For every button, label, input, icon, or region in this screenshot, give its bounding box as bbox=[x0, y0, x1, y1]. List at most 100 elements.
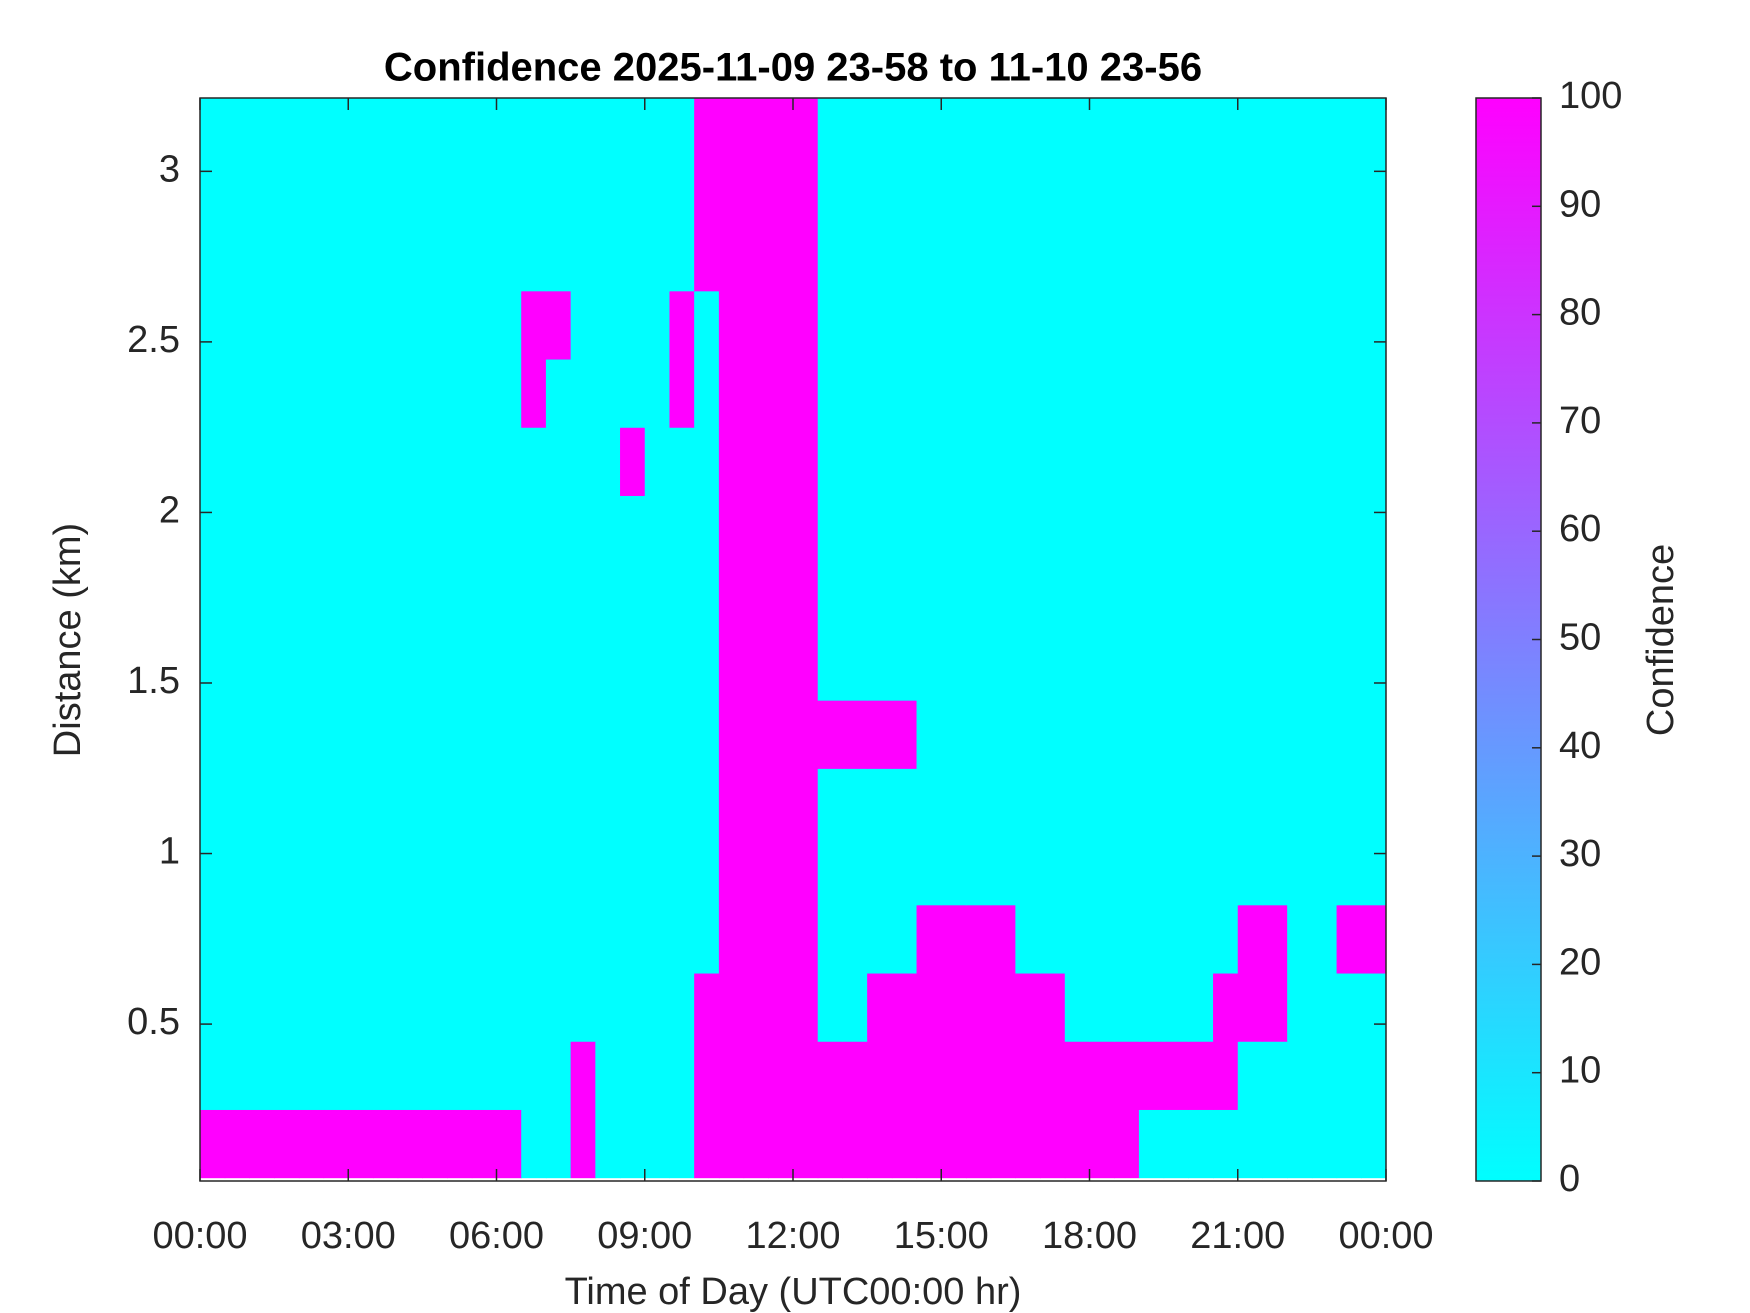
heatmap-cell bbox=[570, 1041, 596, 1110]
heatmap-cell bbox=[1138, 563, 1165, 633]
heatmap-cell bbox=[965, 836, 992, 906]
heatmap-cell bbox=[620, 358, 646, 428]
heatmap-cell bbox=[200, 904, 226, 974]
heatmap-cell bbox=[990, 98, 1016, 155]
heatmap-cell bbox=[1336, 98, 1362, 155]
heatmap-cell bbox=[224, 290, 251, 360]
heatmap-cell bbox=[817, 631, 844, 701]
heatmap-cell bbox=[1188, 768, 1214, 838]
heatmap-cell bbox=[224, 1041, 251, 1110]
heatmap-cell bbox=[620, 972, 646, 1042]
heatmap-cell bbox=[422, 631, 448, 701]
heatmap-cell bbox=[447, 358, 473, 428]
heatmap-cell bbox=[669, 222, 695, 292]
heatmap-cell bbox=[1188, 358, 1214, 428]
heatmap-cell bbox=[1287, 563, 1313, 633]
heatmap-cell bbox=[298, 768, 325, 838]
heatmap-cell bbox=[941, 154, 967, 224]
heatmap-cell bbox=[570, 700, 596, 769]
heatmap-cell bbox=[941, 222, 967, 292]
heatmap-cell bbox=[545, 631, 572, 701]
heatmap-cell bbox=[274, 222, 300, 292]
heatmap-cell bbox=[1262, 631, 1288, 701]
heatmap-cell bbox=[867, 98, 893, 155]
heatmap-cell bbox=[1213, 563, 1239, 633]
heatmap-cell bbox=[521, 563, 547, 633]
heatmap-cell bbox=[570, 563, 596, 633]
heatmap-cell bbox=[718, 563, 745, 633]
heatmap-cell bbox=[718, 1041, 745, 1110]
heatmap-cell bbox=[521, 358, 547, 428]
heatmap-cell bbox=[620, 904, 646, 974]
heatmap-cell bbox=[1040, 358, 1066, 428]
heatmap-cell bbox=[570, 98, 596, 155]
heatmap-cell bbox=[1114, 98, 1140, 155]
heatmap-cell bbox=[274, 972, 300, 1042]
heatmap-cell bbox=[916, 904, 942, 974]
heatmap-cell bbox=[620, 222, 646, 292]
heatmap-cell bbox=[1015, 563, 1041, 633]
heatmap-cell bbox=[842, 427, 868, 496]
heatmap-cell bbox=[1188, 1041, 1214, 1110]
heatmap-cell bbox=[644, 290, 671, 360]
heatmap-cell bbox=[595, 972, 621, 1042]
heatmap-cell bbox=[620, 495, 646, 565]
heatmap-cell bbox=[372, 154, 399, 224]
heatmap-cell bbox=[1015, 631, 1041, 701]
heatmap-cell bbox=[298, 1041, 325, 1110]
heatmap-cell bbox=[570, 222, 596, 292]
heatmap-cell bbox=[1361, 1041, 1386, 1110]
heatmap-cell bbox=[1040, 700, 1066, 769]
heatmap-cell bbox=[990, 836, 1016, 906]
heatmap-cell bbox=[793, 1109, 819, 1179]
heatmap-cell bbox=[1114, 904, 1140, 974]
heatmap-cell bbox=[669, 700, 695, 769]
heatmap-cell bbox=[867, 631, 893, 701]
heatmap-cell bbox=[916, 358, 942, 428]
heatmap-cell bbox=[1015, 836, 1041, 906]
heatmap-cell bbox=[1138, 154, 1165, 224]
heatmap-cell bbox=[793, 427, 819, 496]
heatmap-cell bbox=[965, 427, 992, 496]
heatmap-cell bbox=[990, 1109, 1016, 1179]
heatmap-cell bbox=[965, 98, 992, 155]
heatmap-cell bbox=[842, 631, 868, 701]
heatmap-cell bbox=[793, 836, 819, 906]
heatmap-cell bbox=[1064, 154, 1091, 224]
heatmap-cell bbox=[891, 495, 918, 565]
heatmap-cell bbox=[422, 700, 448, 769]
heatmap-cell bbox=[521, 495, 547, 565]
heatmap-cell bbox=[1089, 1109, 1115, 1179]
heatmap-cell bbox=[348, 904, 374, 974]
heatmap-cell bbox=[1262, 836, 1288, 906]
heatmap-cell bbox=[570, 768, 596, 838]
heatmap-cell bbox=[397, 154, 423, 224]
heatmap-cell bbox=[768, 427, 794, 496]
heatmap-cell bbox=[1064, 222, 1091, 292]
heatmap-cell bbox=[817, 154, 844, 224]
heatmap-cell bbox=[916, 972, 942, 1042]
heatmap-cell bbox=[867, 495, 893, 565]
heatmap-cell bbox=[1089, 98, 1115, 155]
colorbar bbox=[1475, 97, 1542, 1182]
heatmap-cell bbox=[471, 1109, 498, 1179]
heatmap-cell bbox=[1336, 563, 1362, 633]
heatmap-cell bbox=[397, 290, 423, 360]
heatmap-cell bbox=[1163, 768, 1189, 838]
heatmap-cell bbox=[298, 495, 325, 565]
heatmap-cell bbox=[323, 495, 349, 565]
heatmap-cell bbox=[1262, 1041, 1288, 1110]
heatmap-cell bbox=[496, 154, 522, 224]
heatmap-cell bbox=[743, 700, 769, 769]
heatmap-cell bbox=[348, 495, 374, 565]
heatmap-cell bbox=[372, 972, 399, 1042]
heatmap-cell bbox=[1064, 904, 1091, 974]
heatmap-cell bbox=[422, 495, 448, 565]
heatmap-cell bbox=[817, 358, 844, 428]
heatmap-cell bbox=[1163, 222, 1189, 292]
heatmap-cell bbox=[1015, 290, 1041, 360]
heatmap-cell bbox=[694, 700, 720, 769]
heatmap-cell bbox=[224, 427, 251, 496]
heatmap-cell bbox=[1311, 1109, 1338, 1179]
heatmap-cell bbox=[842, 222, 868, 292]
